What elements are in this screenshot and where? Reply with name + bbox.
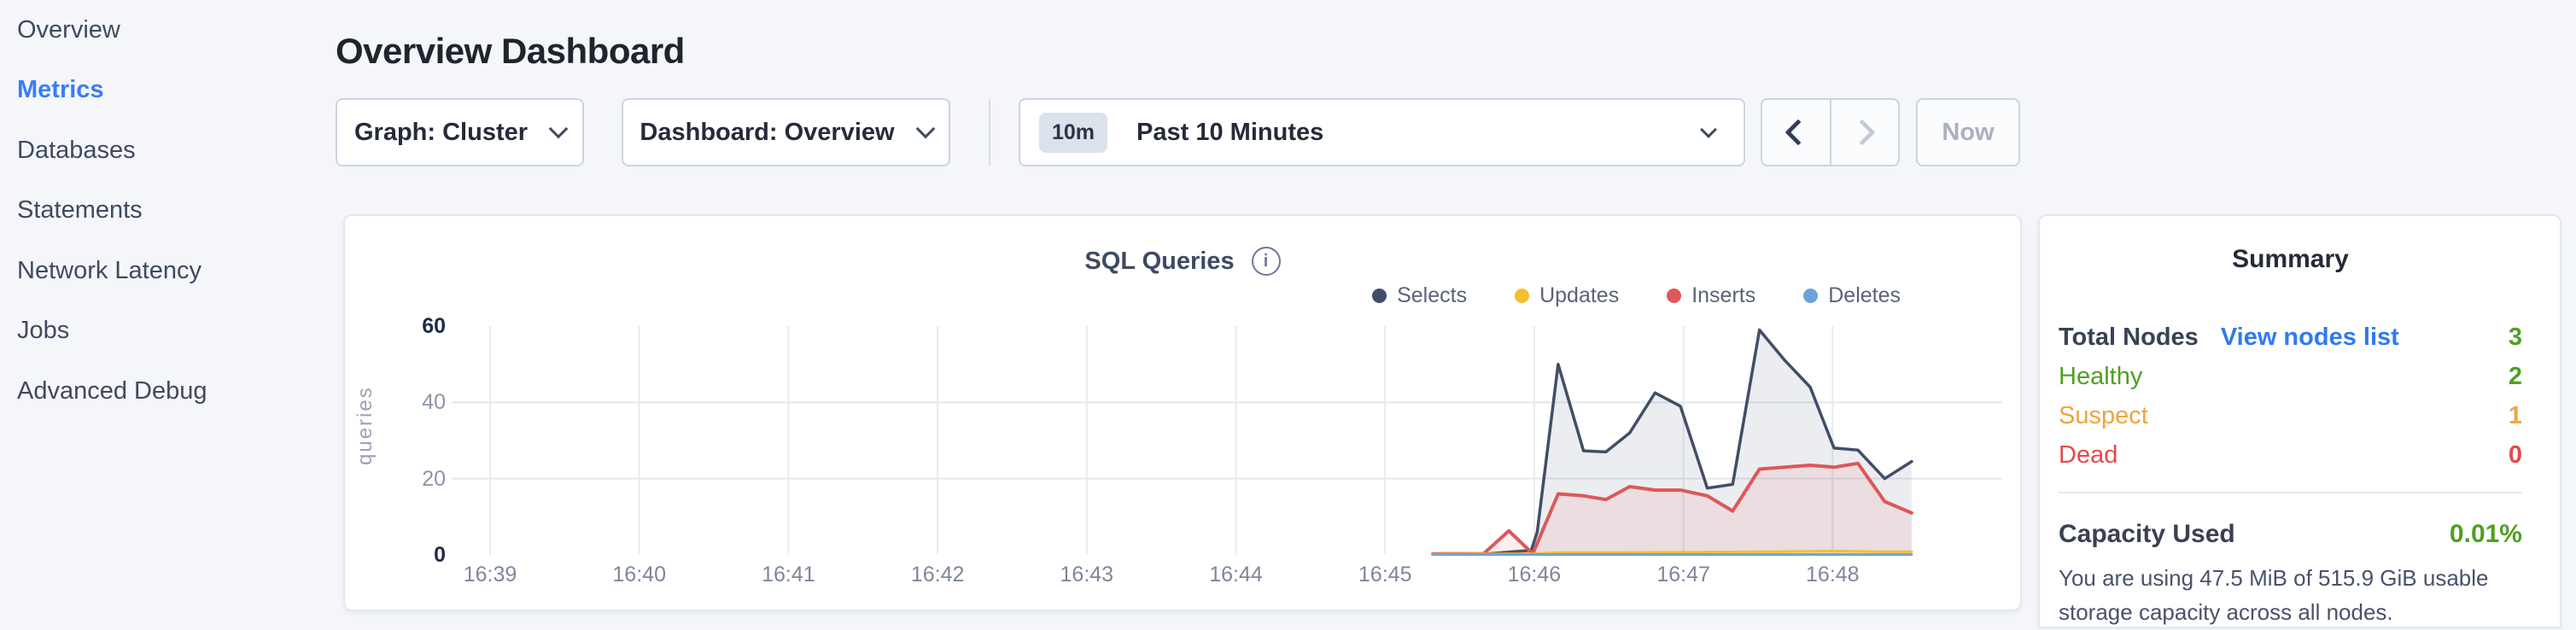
summary-row-total-nodes: Total Nodes View nodes list 3 bbox=[2059, 325, 2522, 350]
suspect-label: Suspect bbox=[2059, 404, 2148, 429]
time-step-back-button[interactable] bbox=[1762, 100, 1830, 165]
capacity-used-label: Capacity Used bbox=[2059, 520, 2235, 549]
chart-svg bbox=[345, 216, 2020, 610]
time-step-forward-button[interactable] bbox=[1830, 100, 1899, 165]
summary-panel: Summary Total Nodes View nodes list 3 He… bbox=[2038, 214, 2561, 628]
chevron-left-icon bbox=[1785, 119, 1812, 145]
sidebar-item-overview[interactable]: Overview bbox=[0, 0, 330, 61]
page-title: Overview Dashboard bbox=[336, 31, 685, 72]
capacity-description: You are using 47.5 MiB of 515.9 GiB usab… bbox=[2059, 561, 2522, 630]
capacity-used-value: 0.01% bbox=[2450, 520, 2522, 549]
now-button[interactable]: Now bbox=[1916, 98, 2020, 166]
sidebar-item-network-latency[interactable]: Network Latency bbox=[0, 241, 330, 301]
controls-divider bbox=[989, 99, 990, 166]
healthy-value: 2 bbox=[2509, 365, 2522, 389]
sidebar-item-advanced-debug[interactable]: Advanced Debug bbox=[0, 361, 330, 422]
healthy-label: Healthy bbox=[2059, 365, 2142, 389]
sidebar-item-databases[interactable]: Databases bbox=[0, 120, 330, 181]
sidebar-item-metrics[interactable]: Metrics bbox=[0, 61, 330, 121]
dashboard-dropdown-label: Dashboard: Overview bbox=[640, 119, 894, 147]
view-nodes-list-link[interactable]: View nodes list bbox=[2221, 325, 2399, 350]
graph-dropdown-label: Graph: Cluster bbox=[354, 119, 528, 147]
dead-value: 0 bbox=[2509, 443, 2522, 468]
dashboard-dropdown[interactable]: Dashboard: Overview bbox=[622, 98, 950, 166]
graph-dropdown[interactable]: Graph: Cluster bbox=[336, 98, 584, 166]
dead-label: Dead bbox=[2059, 443, 2117, 468]
summary-title: Summary bbox=[2059, 245, 2522, 274]
summary-divider bbox=[2059, 492, 2522, 493]
sidebar: Overview Metrics Databases Statements Ne… bbox=[0, 0, 330, 623]
suspect-value: 1 bbox=[2509, 404, 2522, 429]
total-nodes-label: Total Nodes bbox=[2059, 325, 2199, 350]
chevron-right-icon bbox=[1849, 119, 1875, 145]
time-range-label: Past 10 Minutes bbox=[1136, 119, 1703, 147]
time-range-badge: 10m bbox=[1039, 113, 1107, 153]
time-step-buttons bbox=[1761, 98, 1900, 166]
sidebar-item-jobs[interactable]: Jobs bbox=[0, 301, 330, 362]
time-range-selector[interactable]: 10m Past 10 Minutes bbox=[1019, 98, 1745, 166]
total-nodes-value: 3 bbox=[2509, 325, 2522, 350]
summary-row-healthy: Healthy 2 bbox=[2059, 365, 2522, 389]
chevron-down-icon bbox=[1700, 121, 1717, 138]
capacity-used-row: Capacity Used 0.01% bbox=[2059, 520, 2522, 549]
summary-row-dead: Dead 0 bbox=[2059, 443, 2522, 468]
chevron-down-icon bbox=[549, 120, 569, 139]
sidebar-item-statements[interactable]: Statements bbox=[0, 181, 330, 242]
summary-row-suspect: Suspect 1 bbox=[2059, 404, 2522, 429]
chevron-down-icon bbox=[915, 120, 935, 139]
